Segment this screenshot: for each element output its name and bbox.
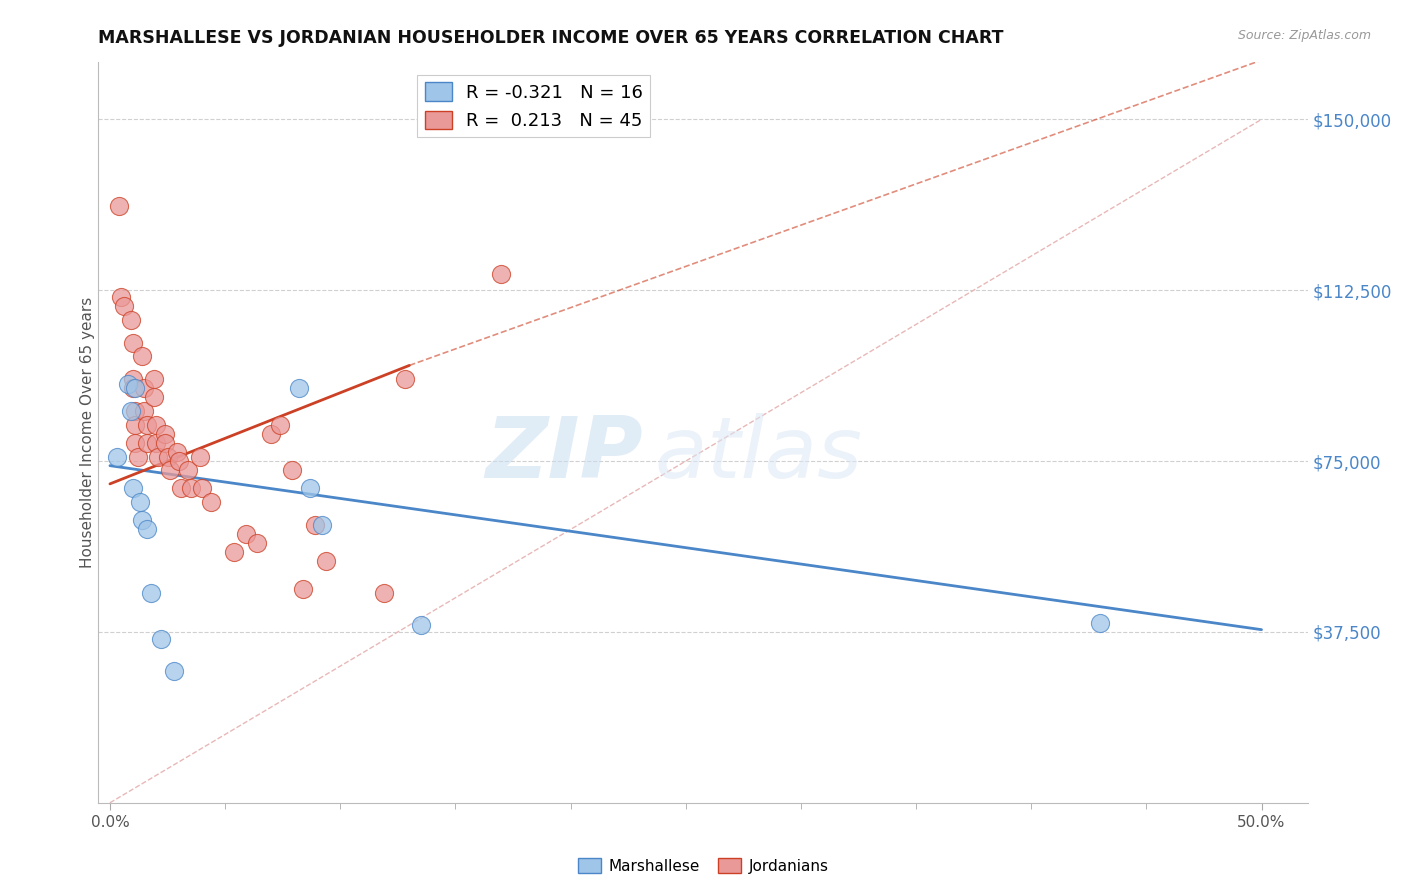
Point: [134, 404, 156, 418]
Point: [120, 404, 142, 418]
Point: [155, 435, 177, 450]
Point: [281, 463, 304, 477]
Text: Source: ZipAtlas.com: Source: ZipAtlas.com: [1237, 29, 1371, 42]
Point: [155, 426, 177, 441]
Point: [288, 381, 311, 395]
Point: [117, 376, 139, 391]
Point: [124, 404, 146, 418]
Point: [124, 417, 146, 432]
Text: atlas: atlas: [655, 413, 863, 496]
Point: [315, 554, 337, 568]
Point: [304, 517, 326, 532]
Point: [149, 632, 172, 646]
Point: [299, 482, 322, 496]
Point: [246, 536, 269, 550]
Point: [110, 290, 132, 304]
Legend: Marshallese, Jordanians: Marshallese, Jordanians: [571, 852, 835, 880]
Point: [124, 435, 146, 450]
Point: [269, 417, 291, 432]
Point: [200, 495, 222, 509]
Point: [177, 463, 200, 477]
Point: [105, 450, 128, 464]
Point: [131, 349, 153, 363]
Point: [235, 527, 257, 541]
Point: [260, 426, 283, 441]
Point: [131, 513, 153, 527]
Point: [135, 417, 157, 432]
Point: [409, 618, 432, 632]
Point: [122, 482, 145, 496]
Point: [1090, 615, 1112, 630]
Point: [141, 586, 163, 600]
Point: [394, 372, 416, 386]
Point: [491, 268, 513, 282]
Point: [166, 445, 188, 459]
Point: [373, 586, 395, 600]
Point: [142, 390, 165, 404]
Point: [127, 450, 149, 464]
Point: [135, 523, 157, 537]
Point: [148, 450, 170, 464]
Point: [112, 299, 135, 313]
Point: [159, 463, 181, 477]
Point: [145, 435, 167, 450]
Point: [128, 495, 150, 509]
Point: [167, 454, 190, 468]
Point: [180, 482, 202, 496]
Text: ZIP: ZIP: [485, 413, 643, 496]
Point: [163, 664, 186, 678]
Text: MARSHALLESE VS JORDANIAN HOUSEHOLDER INCOME OVER 65 YEARS CORRELATION CHART: MARSHALLESE VS JORDANIAN HOUSEHOLDER INC…: [98, 29, 1004, 47]
Point: [145, 417, 167, 432]
Point: [191, 482, 214, 496]
Point: [134, 381, 156, 395]
Point: [224, 545, 246, 559]
Point: [122, 372, 145, 386]
Point: [156, 450, 179, 464]
Point: [122, 335, 145, 350]
Point: [135, 435, 157, 450]
Point: [170, 482, 193, 496]
Point: [108, 199, 131, 213]
Y-axis label: Householder Income Over 65 years: Householder Income Over 65 years: [80, 297, 94, 568]
Point: [124, 381, 146, 395]
Point: [142, 372, 165, 386]
Point: [188, 450, 211, 464]
Point: [292, 582, 315, 596]
Point: [311, 517, 333, 532]
Point: [120, 313, 142, 327]
Point: [122, 381, 145, 395]
Legend: R = -0.321   N = 16, R =  0.213   N = 45: R = -0.321 N = 16, R = 0.213 N = 45: [418, 75, 650, 137]
